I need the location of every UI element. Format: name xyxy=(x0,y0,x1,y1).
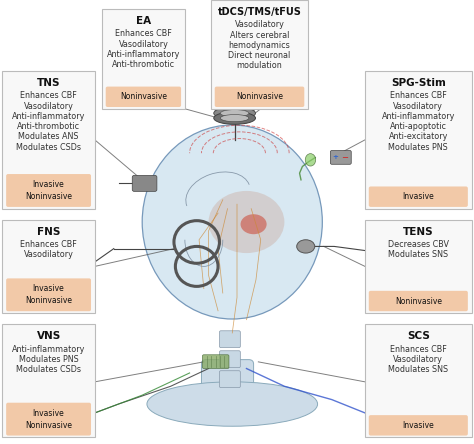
Ellipse shape xyxy=(220,110,249,117)
Text: Direct neuronal: Direct neuronal xyxy=(228,51,291,60)
FancyBboxPatch shape xyxy=(369,415,468,436)
Text: Enhances CBF: Enhances CBF xyxy=(115,29,172,38)
Text: FNS: FNS xyxy=(37,227,60,237)
Text: Noninvasive: Noninvasive xyxy=(236,92,283,101)
Text: Anti-thrombotic: Anti-thrombotic xyxy=(112,60,175,69)
Text: modulation: modulation xyxy=(237,61,283,70)
Text: Enhances CBF: Enhances CBF xyxy=(390,91,447,100)
FancyBboxPatch shape xyxy=(2,71,95,209)
FancyBboxPatch shape xyxy=(202,355,229,369)
FancyBboxPatch shape xyxy=(215,87,304,107)
Text: Modulates SNS: Modulates SNS xyxy=(388,250,448,259)
Text: VNS: VNS xyxy=(36,331,61,341)
Text: Noninvasive: Noninvasive xyxy=(395,297,442,305)
Text: Anti-inflammatory: Anti-inflammatory xyxy=(12,112,85,121)
Text: TENS: TENS xyxy=(403,227,434,237)
Text: Enhances CBF: Enhances CBF xyxy=(390,345,447,353)
Ellipse shape xyxy=(220,115,249,122)
Text: Invasive: Invasive xyxy=(402,421,434,430)
FancyBboxPatch shape xyxy=(219,331,240,348)
Text: Invasive: Invasive xyxy=(402,192,434,201)
Text: SCS: SCS xyxy=(407,331,430,341)
Ellipse shape xyxy=(214,107,255,119)
FancyBboxPatch shape xyxy=(6,403,91,436)
Text: Invasive
Noninvasive: Invasive Noninvasive xyxy=(25,285,72,305)
FancyBboxPatch shape xyxy=(365,324,472,437)
Text: Decreases CBV: Decreases CBV xyxy=(388,240,449,249)
Ellipse shape xyxy=(240,214,266,234)
Text: Alters cerebral: Alters cerebral xyxy=(230,31,289,40)
FancyBboxPatch shape xyxy=(2,220,95,313)
Text: tDCS/TMS/tFUS: tDCS/TMS/tFUS xyxy=(218,7,301,17)
Text: Anti-apoptotic: Anti-apoptotic xyxy=(390,122,447,131)
Text: Modulates SNS: Modulates SNS xyxy=(388,365,448,374)
Text: Vasodilatory: Vasodilatory xyxy=(393,355,443,364)
Text: Vasodilatory: Vasodilatory xyxy=(235,20,284,29)
Ellipse shape xyxy=(220,104,249,111)
Text: Vasodilatory: Vasodilatory xyxy=(118,40,168,48)
Text: Anti-thrombotic: Anti-thrombotic xyxy=(17,122,80,131)
Text: Modulates PNS: Modulates PNS xyxy=(18,355,79,364)
Ellipse shape xyxy=(297,240,315,253)
FancyBboxPatch shape xyxy=(106,87,181,107)
Text: Modulates ANS: Modulates ANS xyxy=(18,132,79,141)
Text: −: − xyxy=(342,153,348,162)
Text: +: + xyxy=(333,154,338,160)
Text: Vasodilatory: Vasodilatory xyxy=(24,250,73,259)
FancyBboxPatch shape xyxy=(330,151,351,164)
FancyBboxPatch shape xyxy=(6,174,91,207)
Text: Vasodilatory: Vasodilatory xyxy=(393,102,443,111)
Text: Noninvasive: Noninvasive xyxy=(120,92,167,101)
Ellipse shape xyxy=(147,382,318,426)
Ellipse shape xyxy=(214,102,255,114)
FancyBboxPatch shape xyxy=(2,324,95,437)
Ellipse shape xyxy=(305,154,316,166)
FancyBboxPatch shape xyxy=(132,175,157,191)
Text: Anti-inflammatory: Anti-inflammatory xyxy=(107,50,180,59)
Text: Anti-excitatory: Anti-excitatory xyxy=(389,132,448,141)
Text: Modulates PNS: Modulates PNS xyxy=(388,143,448,151)
Text: Invasive
Noninvasive: Invasive Noninvasive xyxy=(25,180,72,201)
Text: TNS: TNS xyxy=(37,78,60,88)
Text: Enhances CBF: Enhances CBF xyxy=(20,240,77,249)
Text: SPG-Stim: SPG-Stim xyxy=(391,78,446,88)
FancyBboxPatch shape xyxy=(365,220,472,313)
Ellipse shape xyxy=(209,191,284,253)
Text: Modulates CSDs: Modulates CSDs xyxy=(16,365,81,374)
FancyBboxPatch shape xyxy=(219,351,240,368)
Text: Vasodilatory: Vasodilatory xyxy=(24,102,73,111)
FancyBboxPatch shape xyxy=(211,0,308,109)
FancyBboxPatch shape xyxy=(369,291,468,311)
Text: Invasive
Noninvasive: Invasive Noninvasive xyxy=(25,409,72,429)
FancyBboxPatch shape xyxy=(201,360,254,422)
Text: hemodynamics: hemodynamics xyxy=(228,41,291,50)
Text: EA: EA xyxy=(136,16,151,26)
Ellipse shape xyxy=(142,125,322,319)
Text: Anti-inflammatory: Anti-inflammatory xyxy=(12,345,85,353)
Text: Anti-inflammatory: Anti-inflammatory xyxy=(382,112,455,121)
FancyBboxPatch shape xyxy=(219,371,240,388)
Text: Enhances CBF: Enhances CBF xyxy=(20,91,77,100)
FancyBboxPatch shape xyxy=(6,278,91,311)
Text: Modulates CSDs: Modulates CSDs xyxy=(16,143,81,151)
FancyBboxPatch shape xyxy=(369,186,468,207)
Ellipse shape xyxy=(214,112,255,124)
FancyBboxPatch shape xyxy=(365,71,472,209)
FancyBboxPatch shape xyxy=(102,9,185,109)
